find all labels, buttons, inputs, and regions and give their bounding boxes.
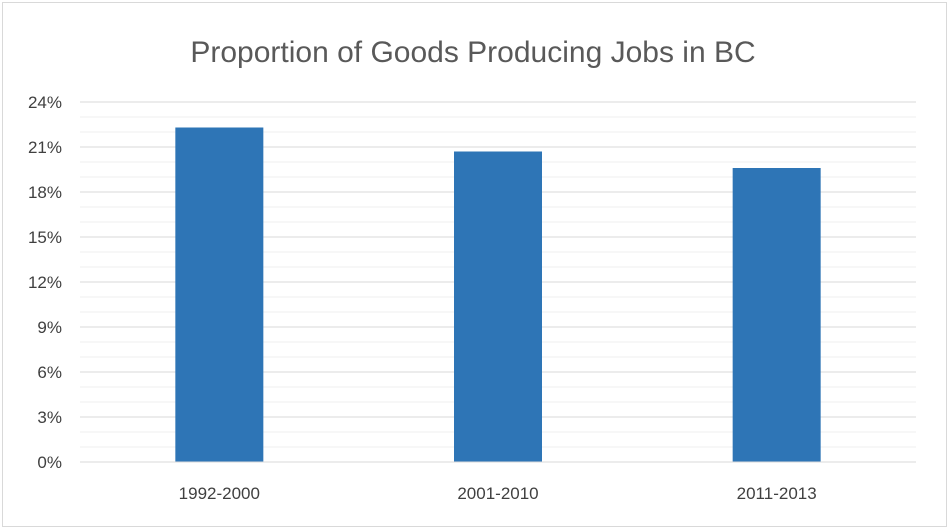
x-category-label: 2011-2013 xyxy=(737,484,817,503)
y-tick-label: 12% xyxy=(28,273,62,292)
chart-title: Proportion of Goods Producing Jobs in BC xyxy=(190,36,755,69)
x-category-label: 2001-2010 xyxy=(457,484,538,503)
y-tick-label: 15% xyxy=(28,228,62,247)
y-axis: 0% 3% 6% 9% 12% 15% 18% 21% 24% xyxy=(28,93,62,472)
y-tick-label: 18% xyxy=(28,183,62,202)
y-tick-label: 0% xyxy=(37,453,62,472)
bar xyxy=(454,151,542,462)
bar xyxy=(732,168,821,462)
y-tick-label: 21% xyxy=(28,138,62,157)
x-category-label: 1992-2000 xyxy=(179,484,260,503)
bar xyxy=(175,127,264,462)
y-tick-label: 3% xyxy=(37,408,62,427)
x-axis: 1992-2000 2001-2010 2011-2013 xyxy=(80,461,916,503)
y-tick-label: 9% xyxy=(37,318,62,337)
y-tick-label: 6% xyxy=(37,363,62,382)
bars xyxy=(175,127,821,462)
y-tick-label: 24% xyxy=(28,93,62,112)
